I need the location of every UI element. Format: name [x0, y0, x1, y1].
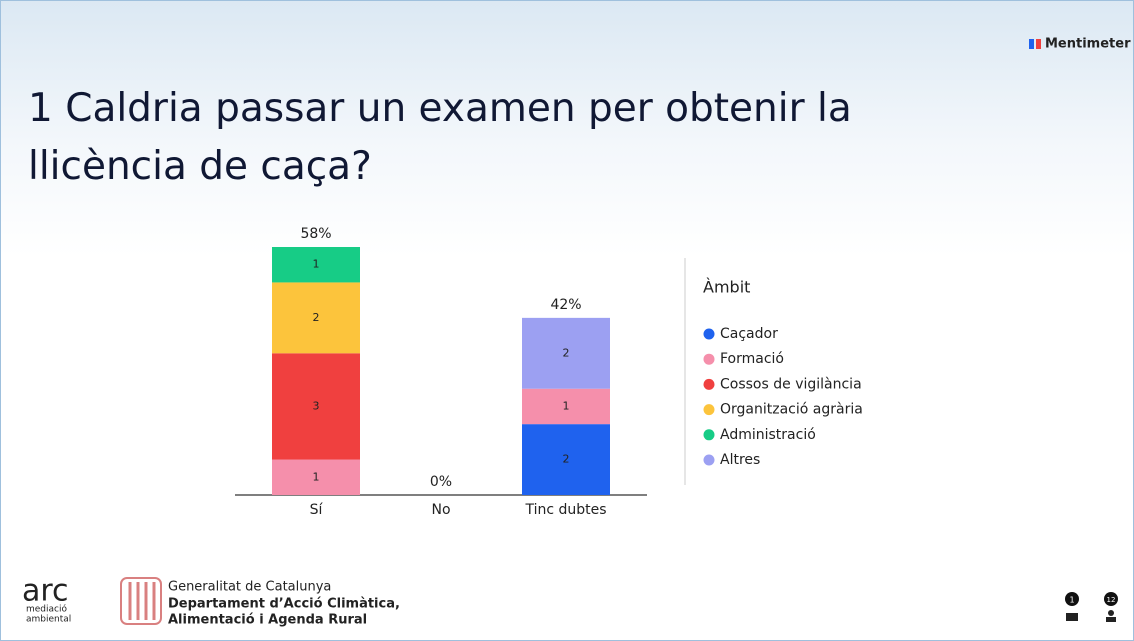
legend-swatch	[704, 429, 715, 440]
participant-icon	[1108, 610, 1114, 616]
arc-sub: ambiental	[26, 615, 71, 625]
generalitat-shield	[121, 578, 161, 624]
legend-label: Formació	[720, 351, 784, 367]
slide: 1 Caldria passar un examen per obtenir l…	[0, 0, 1134, 641]
legend-label: Caçador	[720, 326, 778, 342]
department: Departament d’Acció Climàtica,	[168, 597, 400, 612]
generalitat: Generalitat de Catalunya	[168, 580, 331, 595]
segment-label: 2	[313, 311, 320, 324]
participants-count: 12	[1107, 596, 1116, 604]
chart: Mentimeter Àmbit arc mediació ambiental …	[0, 0, 1134, 641]
legend-label: Altres	[720, 452, 760, 468]
legend-label: Cossos de vigilància	[720, 376, 862, 392]
segment-label: 1	[313, 470, 320, 483]
mentimeter-logo: Mentimeter	[1045, 37, 1131, 52]
legend-swatch	[704, 404, 715, 415]
x-tick-label: Tinc dubtes	[524, 502, 606, 518]
logo-mark	[1029, 39, 1034, 49]
segment-label: 2	[563, 453, 570, 466]
segment-label: 3	[313, 399, 320, 412]
x-tick-label: No	[431, 502, 450, 518]
arc-logo: arc	[22, 574, 69, 609]
segment-label: 1	[313, 258, 320, 271]
participant-icon	[1106, 617, 1116, 622]
legend-swatch	[704, 379, 715, 390]
legend-swatch	[704, 354, 715, 365]
department: Alimentació i Agenda Rural	[168, 613, 367, 628]
legend-title: Àmbit	[703, 278, 750, 297]
legend-label: Administració	[720, 427, 816, 443]
legend-label: Organització agrària	[720, 402, 863, 418]
likes-count: 1	[1069, 596, 1074, 605]
segment-label: 1	[563, 399, 570, 412]
percentage-label: 58%	[300, 226, 331, 242]
percentage-label: 0%	[430, 474, 452, 490]
like-icon[interactable]	[1066, 613, 1078, 621]
x-tick-label: Sí	[310, 502, 324, 518]
logo-mark	[1036, 39, 1041, 49]
segment-label: 2	[563, 346, 570, 359]
percentage-label: 42%	[550, 297, 581, 313]
legend-swatch	[704, 329, 715, 340]
arc-sub: mediació	[26, 604, 67, 615]
legend-swatch	[704, 455, 715, 466]
